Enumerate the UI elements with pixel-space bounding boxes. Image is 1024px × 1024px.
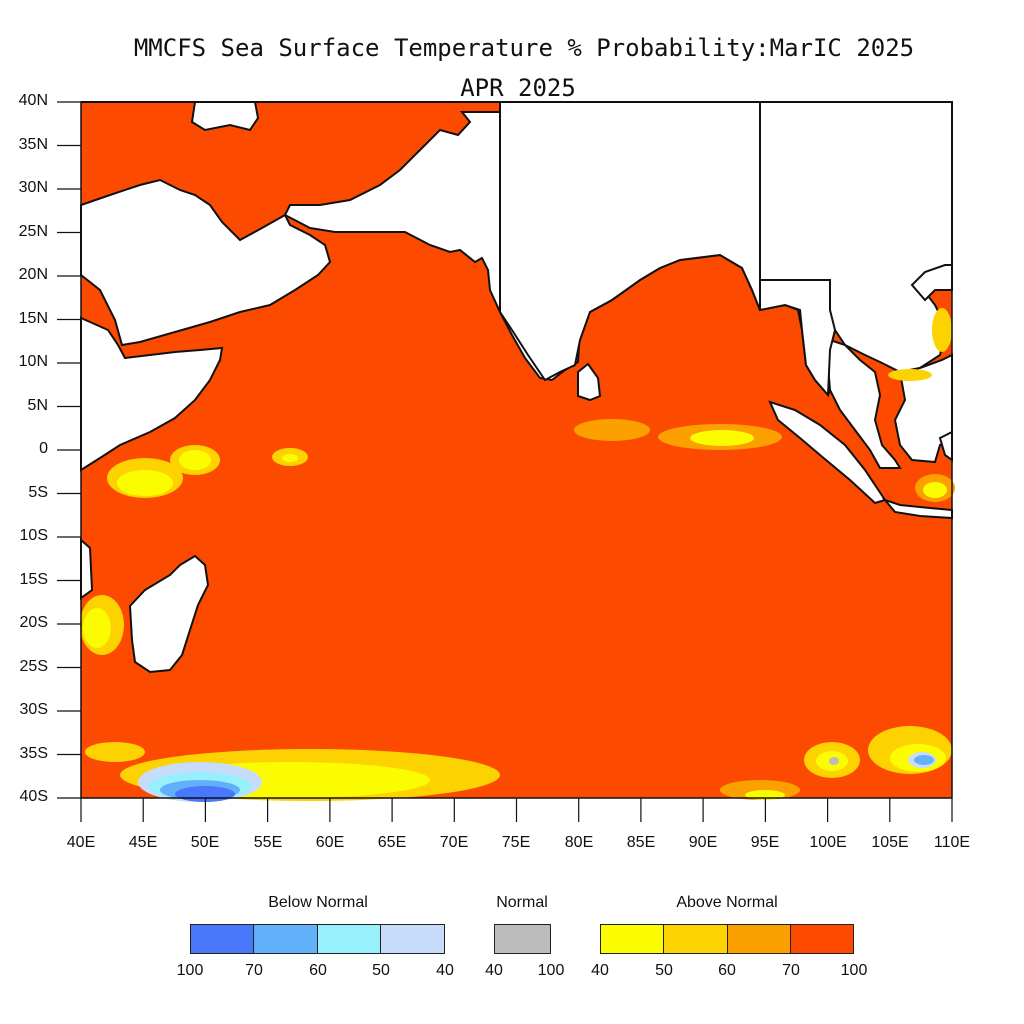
lon-label: 70E	[439, 834, 469, 851]
legend-tick: 60	[309, 962, 327, 979]
legend-swatch-above-50-60	[663, 924, 728, 954]
legend-tick: 70	[245, 962, 263, 979]
lat-label: 15S	[19, 571, 48, 588]
lon-label: 40E	[66, 834, 96, 851]
lat-label: 10S	[19, 527, 48, 544]
lon-label: 65E	[377, 834, 407, 851]
legend-tick: 100	[537, 962, 565, 979]
lat-label: 30N	[18, 179, 48, 196]
legend-above-title: Above Normal	[676, 894, 778, 911]
lat-ticks	[57, 101, 81, 799]
lon-label: 55E	[253, 834, 283, 851]
legend-tick: 40	[591, 962, 609, 979]
lat-label: 0	[39, 440, 48, 457]
probability-patches	[80, 308, 955, 802]
lat-label: 25N	[18, 223, 48, 240]
lon-label: 50E	[190, 834, 220, 851]
legend-tick: 50	[655, 962, 673, 979]
lon-label: 110E	[933, 834, 971, 851]
lon-label: 80E	[564, 834, 594, 851]
legend-tick: 70	[782, 962, 800, 979]
lon-label: 75E	[501, 834, 531, 851]
lon-label: 90E	[688, 834, 718, 851]
map-subtitle: APR 2025	[460, 74, 576, 102]
legend-swatch-below-100-70	[190, 924, 254, 954]
lon-label: 45E	[128, 834, 158, 851]
legend-swatch-normal	[494, 924, 551, 954]
legend-tick: 60	[718, 962, 736, 979]
legend-swatch-below-70-60	[253, 924, 318, 954]
lat-label: 35S	[19, 745, 48, 762]
lat-label: 5N	[27, 397, 48, 414]
lon-label: 95E	[750, 834, 780, 851]
legend-tick: 40	[485, 962, 503, 979]
legend-tick: 40	[436, 962, 454, 979]
land-masses	[80, 101, 953, 674]
legend-swatch-below-60-50	[317, 924, 381, 954]
map-title: MMCFS Sea Surface Temperature % Probabil…	[133, 34, 915, 62]
legend-swatch-above-60-70	[727, 924, 791, 954]
lat-label: 25S	[19, 658, 48, 675]
lat-label: 15N	[18, 310, 48, 327]
lat-label: 20S	[19, 614, 48, 631]
legend-tick: 100	[840, 962, 868, 979]
legend-swatch-above-70-100	[790, 924, 854, 954]
lon-label: 85E	[626, 834, 656, 851]
legend-tick: 100	[176, 962, 204, 979]
lat-label: 35N	[18, 136, 48, 153]
legend-tick: 50	[372, 962, 390, 979]
lat-label: 40S	[19, 788, 48, 805]
lat-label: 10N	[18, 353, 48, 370]
lat-label: 20N	[18, 266, 48, 283]
lon-label: 105E	[871, 834, 909, 851]
legend-swatch-below-50-40	[380, 924, 445, 954]
lat-label: 40N	[18, 92, 48, 109]
legend-below-title: Below Normal	[268, 894, 368, 911]
lon-label: 60E	[315, 834, 345, 851]
lat-label: 30S	[19, 701, 48, 718]
lon-label: 100E	[809, 834, 847, 851]
lon-ticks	[80, 798, 953, 822]
legend-normal-title: Normal	[496, 894, 548, 911]
lat-label: 5S	[28, 484, 48, 501]
legend-swatch-above-40-50	[600, 924, 664, 954]
